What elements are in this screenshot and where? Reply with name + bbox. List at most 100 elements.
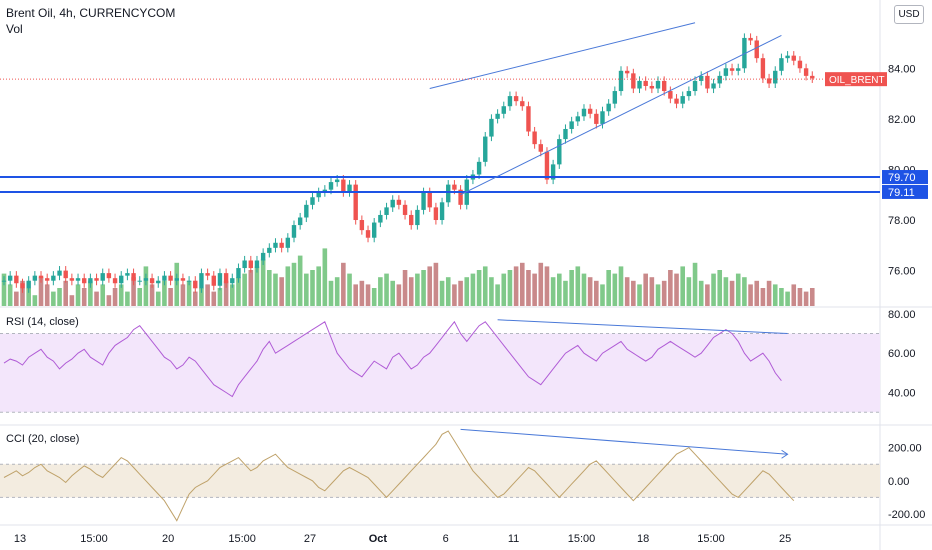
candle-body [766,78,772,84]
volume-bar [359,280,365,306]
candle-body [637,80,642,89]
candle-body [353,184,358,221]
price-tick-label: 78.00 [888,215,916,227]
candle-body [186,280,192,282]
candle-body [236,268,241,279]
candle-body [217,273,223,286]
volume-bar [612,273,618,306]
candle-body [557,139,562,165]
volume-bar [44,284,50,306]
candle-body [32,275,38,281]
volume-bar [304,273,309,306]
volume-bar [328,280,334,306]
volume-bar [661,280,667,306]
volume-bar [797,288,803,306]
volume-bar [519,262,525,306]
price-tick-label: 76.00 [888,266,916,278]
cci-band [0,464,880,498]
candle-body [458,189,463,205]
candle-body [674,98,679,104]
time-tick-label: 15:00 [697,533,725,545]
volume-bar [118,284,124,306]
volume-bar [421,270,426,306]
volume-bar [390,280,396,306]
candle-body [199,273,204,289]
candle-body [495,113,500,119]
candle-body [779,58,784,71]
volume-bar [7,284,13,306]
candle-body [156,280,161,284]
volume-bar [495,284,500,306]
volume-bar [236,277,241,306]
candle-body [230,278,235,284]
volume-bar [470,273,476,306]
time-tick-label: 25 [779,533,791,545]
volume-bar [334,277,340,306]
candle-body [550,164,556,180]
candle-body [248,260,253,269]
candle-body [532,131,537,145]
price-tick-label: 84.00 [888,63,916,75]
candle-body [162,275,167,281]
volume-bar [581,273,587,306]
volume-bar [618,266,624,306]
volume-bar [803,291,809,306]
candle-body [668,91,673,99]
wedge-trendline [429,22,696,89]
rsi-tick-label: 40.00 [888,388,916,400]
candle-body [26,280,31,289]
volume-bar [378,277,383,306]
volume-bar [754,280,760,306]
candle-body [600,111,605,124]
candle-body [773,70,778,84]
volume-bar [723,277,729,306]
candle-body [390,199,395,208]
candle-body [797,60,803,69]
wedge-trendline [460,34,782,196]
candle-body [544,151,550,180]
time-tick-label: 6 [443,533,449,545]
candle-body [427,192,432,208]
volume-bar [248,270,254,306]
candle-body [686,91,692,97]
volume-bar [211,291,217,306]
candle-body [785,55,790,59]
volume-bar [729,280,735,306]
candle-body [661,80,667,92]
volume-bar [550,277,556,306]
candle-body [563,128,568,140]
volume-bar [260,259,266,306]
candle-body [88,278,93,284]
volume-bar [643,273,648,306]
time-tick-label: 15:00 [568,533,596,545]
volume-bar [594,280,599,306]
volume-bar [273,273,278,306]
candle-body [242,260,247,269]
volume-bar [513,266,519,306]
candle-body [316,192,321,198]
volume-bar [779,288,784,306]
candle-body [180,278,186,281]
volume-bar [544,266,550,306]
rsi-line [3,320,782,398]
volume-bar [772,284,778,306]
candle-body [211,275,216,286]
volume-bar [433,262,439,306]
candle-body [291,225,297,238]
volume-bar [445,277,451,306]
time-tick-label: Oct [369,533,388,545]
currency-button[interactable]: USD [894,5,924,24]
volume-bar [606,270,611,306]
volume-bar [205,284,210,306]
volume-bar [507,270,513,306]
rsi-divergence-line [497,319,788,335]
volume-bar [254,266,260,306]
candle-body [655,80,661,89]
volume-bar [26,288,31,306]
time-tick-label: 11 [508,533,519,545]
candle-body [372,222,377,238]
candle-body [433,207,439,221]
volume-bar [180,284,186,306]
candle-body [489,118,494,137]
